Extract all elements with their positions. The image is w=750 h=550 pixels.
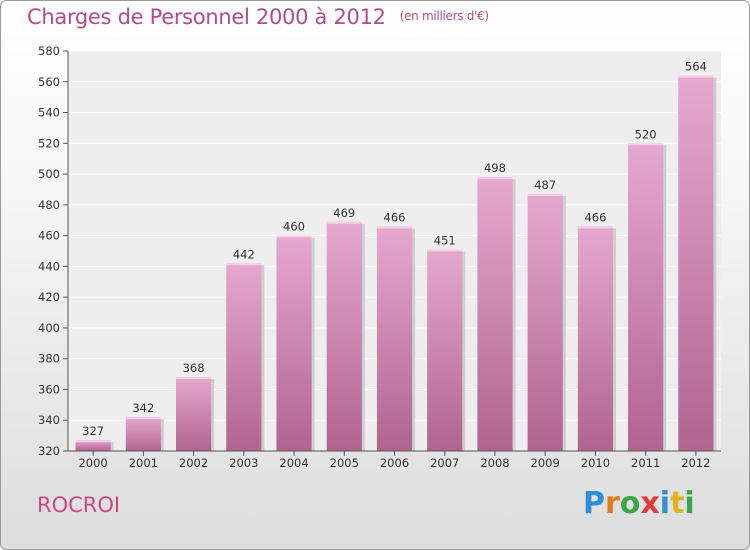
logo-letter: x [640, 486, 660, 521]
x-tick-label: 2006 [380, 456, 409, 470]
x-tick-label: 2003 [229, 456, 258, 470]
x-tick-label: 2007 [430, 456, 459, 470]
logo-letter: o [619, 486, 641, 521]
y-tick-label: 320 [38, 444, 60, 458]
proxiti-logo: Proxiti [583, 486, 695, 521]
data-label: 469 [333, 206, 355, 220]
bar [175, 377, 212, 451]
data-label: 498 [484, 161, 506, 175]
data-label: 564 [685, 60, 707, 74]
bar [628, 143, 664, 452]
y-tick-label: 340 [38, 413, 60, 427]
x-tick-label: 2009 [531, 456, 560, 470]
data-label: 487 [534, 178, 556, 192]
y-tick-label: 360 [38, 382, 60, 396]
data-label: 451 [434, 233, 456, 247]
x-tick-label: 2010 [581, 456, 610, 470]
data-label: 460 [283, 220, 305, 234]
bar-top-highlight [276, 235, 312, 238]
bar-top-highlight [326, 221, 362, 224]
bar [226, 263, 262, 451]
bar-top-highlight [75, 440, 111, 443]
logo-letter: r [605, 486, 620, 521]
axes: 320 340 360 380 400 420 440 460 480 500 520 540 560 5… [38, 44, 721, 470]
bar-top-highlight [577, 226, 614, 229]
logo-letter: t [670, 486, 685, 521]
x-tick-label: 2000 [78, 456, 107, 470]
bar-top-highlight [527, 194, 563, 197]
y-tick-label: 440 [38, 259, 60, 273]
chart-title-text: Charges de Personnel 2000 à 2012 [27, 5, 386, 29]
bar [427, 249, 463, 451]
y-tick-label: 420 [38, 290, 60, 304]
logo-letter: P [583, 486, 605, 521]
data-label: 342 [132, 401, 154, 415]
y-tick-label: 460 [38, 229, 60, 243]
bar [326, 221, 362, 451]
x-tick-label: 2002 [179, 456, 208, 470]
bar-top-highlight [427, 249, 463, 252]
chart-title: Charges de Personnel 2000 à 2012 (en mill… [27, 5, 489, 29]
x-tick-label: 2001 [129, 456, 158, 470]
place-name: ROCROI [37, 493, 121, 517]
y-tick-label: 480 [38, 198, 60, 212]
bars: 327 342 368 442 460 469 466 451 498 487 466 520 564 [75, 60, 717, 452]
x-tick-label: 2008 [480, 456, 509, 470]
data-label: 466 [384, 210, 406, 224]
y-tick-label: 580 [38, 44, 60, 58]
bar [577, 226, 614, 451]
bar [477, 177, 513, 451]
x-tick-label: 2005 [330, 456, 359, 470]
bar-top-highlight [678, 75, 714, 78]
bar [125, 417, 161, 451]
bar [376, 226, 413, 451]
data-label: 327 [82, 424, 104, 438]
bar [276, 235, 312, 451]
bar [678, 75, 714, 451]
y-tick-label: 500 [38, 167, 60, 181]
bar-top-highlight [226, 263, 262, 266]
bar-top-highlight [376, 226, 413, 229]
bar-top-highlight [175, 377, 212, 380]
x-tick-label: 2004 [279, 456, 308, 470]
bar [527, 194, 563, 452]
data-label: 442 [233, 247, 255, 261]
bar [75, 440, 111, 451]
bar-top-highlight [125, 417, 161, 420]
bar-top-highlight [477, 177, 513, 180]
data-label: 368 [183, 361, 205, 375]
data-label: 520 [635, 127, 657, 141]
y-tick-label: 560 [38, 75, 60, 89]
data-label: 466 [584, 210, 606, 224]
chart-subtitle: (en milliers d'€) [399, 9, 489, 23]
x-tick-label: 2011 [631, 456, 660, 470]
x-tick-label: 2012 [681, 456, 710, 470]
y-tick-label: 520 [38, 136, 60, 150]
y-tick-label: 380 [38, 352, 60, 366]
y-tick-label: 400 [38, 321, 60, 335]
bar-top-highlight [628, 143, 664, 146]
y-tick-label: 540 [38, 106, 60, 120]
logo-letter: i [659, 486, 671, 521]
logo-letter: i [684, 486, 695, 521]
